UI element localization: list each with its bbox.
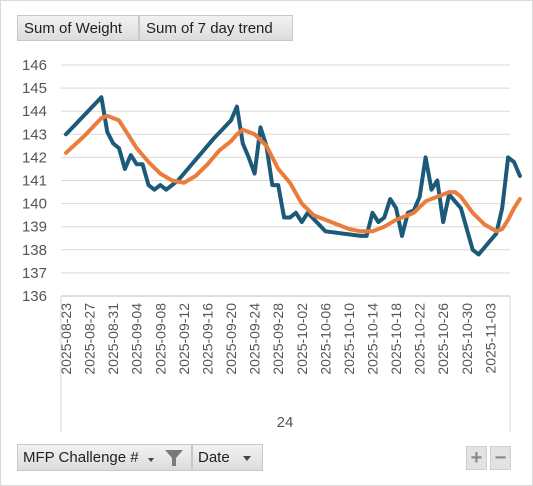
mfp-challenge-field-button[interactable]: MFP Challenge # [17,444,192,471]
x-tick-label: 2025-09-04 [129,303,145,375]
x-axis-ticks: 2025-08-23 2025-08-27 2025-08-31 2025-09-04… [58,303,498,375]
date-field-button[interactable]: Date [192,444,263,471]
series-lines [64,95,522,257]
y-tick-label: 140 [22,196,47,213]
x-tick-label: 2025-10-30 [459,303,475,375]
y-tick-label: 144 [22,103,47,120]
x-tick-label: 2025-08-23 [58,303,74,375]
x-tick-label: 2025-10-02 [294,303,310,375]
y-tick-label: 145 [22,80,47,97]
y-tick-label: 141 [22,173,47,190]
mfp-challenge-label: MFP Challenge # [23,449,139,466]
chevron-down-icon[interactable] [148,458,154,462]
x-tick-label: 2025-09-20 [223,303,239,375]
collapse-field-button[interactable]: − [490,446,511,470]
sum-of-weight-field-button[interactable]: Sum of Weight [17,15,139,41]
gridlines [61,64,510,274]
x-tick-label: 2025-10-10 [341,303,357,375]
x-tick-label: 2025-10-18 [388,303,404,375]
sum-of-trend-field-button[interactable]: Sum of 7 day trend [139,15,293,41]
y-tick-label: 139 [22,219,47,236]
x-tick-label: 2025-09-16 [199,303,215,375]
x-tick-label: 2025-08-31 [105,303,121,375]
x-tick-label: 2025-10-06 [317,303,333,375]
x-tick-label: 2025-09-24 [247,303,263,375]
weight-series-line [64,95,522,257]
y-tick-label: 138 [22,242,47,259]
date-label: Date [198,449,230,466]
x-group-label: 24 [277,414,294,431]
x-tick-label: 2025-08-27 [82,303,98,375]
trend-series-line [64,113,522,234]
y-tick-label: 136 [22,288,47,305]
chevron-down-icon[interactable] [243,456,251,461]
expand-field-button[interactable]: + [466,446,487,470]
x-tick-label: 2025-11-03 [482,303,498,374]
x-tick-label: 2025-09-12 [176,303,192,375]
y-tick-label: 143 [22,126,47,143]
x-tick-label: 2025-10-26 [435,303,451,375]
y-tick-label: 137 [22,265,47,282]
x-tick-label: 2025-10-22 [412,303,428,375]
x-tick-label: 2025-09-28 [270,303,286,375]
y-axis-ticks: 136 137 138 139 140 141 142 143 144 145 146 [22,57,47,305]
x-tick-label: 2025-10-14 [365,303,381,375]
y-tick-label: 142 [22,149,47,166]
y-tick-label: 146 [22,57,47,74]
filter-icon[interactable] [164,449,184,467]
x-tick-label: 2025-09-08 [152,303,168,375]
